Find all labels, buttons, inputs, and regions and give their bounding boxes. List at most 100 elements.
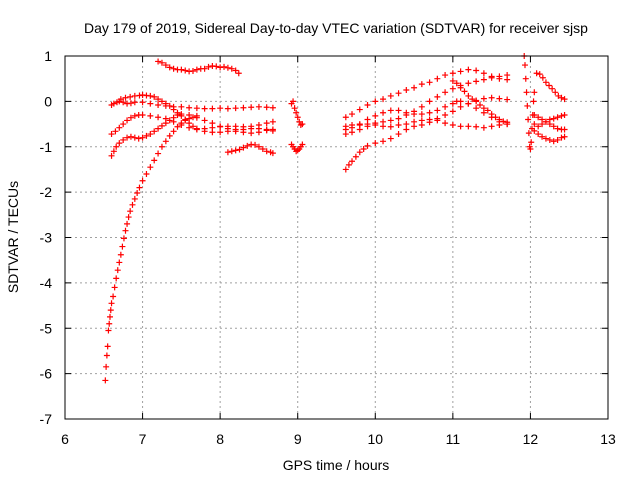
y-axis-label: SDTVAR / TECUs [5, 181, 21, 293]
data-point [155, 125, 162, 132]
data-point [480, 70, 487, 77]
data-point [193, 66, 200, 73]
data-point [473, 123, 480, 130]
data-point [364, 142, 371, 149]
chart-title: Day 179 of 2019, Sidereal Day-to-day VTE… [84, 20, 588, 36]
data-point [255, 129, 262, 136]
data-point [170, 118, 177, 125]
data-point [263, 104, 270, 111]
data-point [299, 121, 306, 128]
data-point [155, 96, 162, 103]
y-tick-labels: 1 0 -1 -2 -3 -4 -5 -6 -7 [40, 48, 53, 427]
data-point [457, 98, 464, 105]
data-point [380, 96, 387, 103]
data-point [473, 78, 480, 85]
data-point [232, 147, 239, 154]
data-point [411, 108, 418, 115]
data-point [554, 114, 561, 121]
y-tick-label: -3 [40, 230, 53, 246]
data-point [395, 107, 402, 114]
data-point [550, 115, 557, 122]
data-point [531, 89, 538, 96]
data-point [113, 275, 120, 282]
data-point [531, 121, 538, 128]
data-point [546, 116, 553, 123]
data-point [473, 67, 480, 74]
data-point [457, 123, 464, 130]
data-point [255, 103, 262, 110]
data-point [147, 100, 154, 107]
y-tick-label: -5 [40, 320, 53, 336]
data-point [449, 77, 456, 84]
data-point [403, 87, 410, 94]
y-tick-label: -6 [40, 366, 53, 382]
data-point [480, 95, 487, 102]
data-point [418, 81, 425, 88]
data-point [457, 68, 464, 75]
data-point [217, 129, 224, 136]
data-point [395, 90, 402, 97]
data-point [356, 121, 363, 128]
data-point [166, 102, 173, 109]
data-point [189, 67, 196, 74]
data-point [122, 227, 129, 234]
data-point [488, 94, 495, 101]
data-point [442, 111, 449, 118]
data-point [291, 105, 298, 112]
data-point [110, 148, 117, 155]
data-point [116, 140, 123, 147]
data-point [263, 148, 270, 155]
data-point [561, 133, 568, 140]
data-point [523, 89, 530, 96]
data-point [127, 93, 134, 100]
data-point [293, 109, 300, 116]
data-point [469, 96, 476, 103]
data-point [151, 93, 158, 100]
data-point [147, 92, 154, 99]
data-point [155, 150, 162, 157]
data-point [170, 65, 177, 72]
data-point [151, 128, 158, 135]
data-point [535, 114, 542, 121]
data-point [240, 129, 247, 136]
data-point [536, 71, 543, 78]
data-point [442, 103, 449, 110]
data-point [236, 146, 243, 153]
data-point [434, 93, 441, 100]
data-point [224, 128, 231, 135]
data-point [186, 104, 193, 111]
data-point [465, 66, 472, 73]
data-point [110, 293, 117, 300]
data-point [269, 126, 276, 133]
data-point [113, 143, 120, 150]
data-point [155, 102, 162, 109]
data-point [139, 177, 146, 184]
data-point [116, 124, 123, 131]
data-point [244, 142, 251, 149]
data-point [131, 112, 138, 119]
data-point [193, 105, 200, 112]
data-point [442, 120, 449, 127]
data-point [189, 123, 196, 130]
data-point [127, 114, 134, 121]
data-point [151, 157, 158, 164]
x-tick-label: 6 [61, 431, 69, 447]
data-point [395, 115, 402, 122]
data-point [108, 300, 115, 307]
data-point [124, 134, 131, 141]
data-point [555, 92, 562, 99]
data-point [174, 123, 181, 130]
data-point [232, 128, 239, 135]
data-point [352, 153, 359, 160]
data-point [255, 121, 262, 128]
data-point [504, 72, 511, 79]
data-point [120, 99, 127, 106]
data-point [162, 62, 169, 69]
data-point [488, 123, 495, 130]
y-tick-label: -2 [40, 184, 53, 200]
data-point [387, 135, 394, 142]
data-point [550, 138, 557, 145]
data-point [114, 267, 121, 274]
data-point [232, 67, 239, 74]
data-point [107, 307, 114, 314]
